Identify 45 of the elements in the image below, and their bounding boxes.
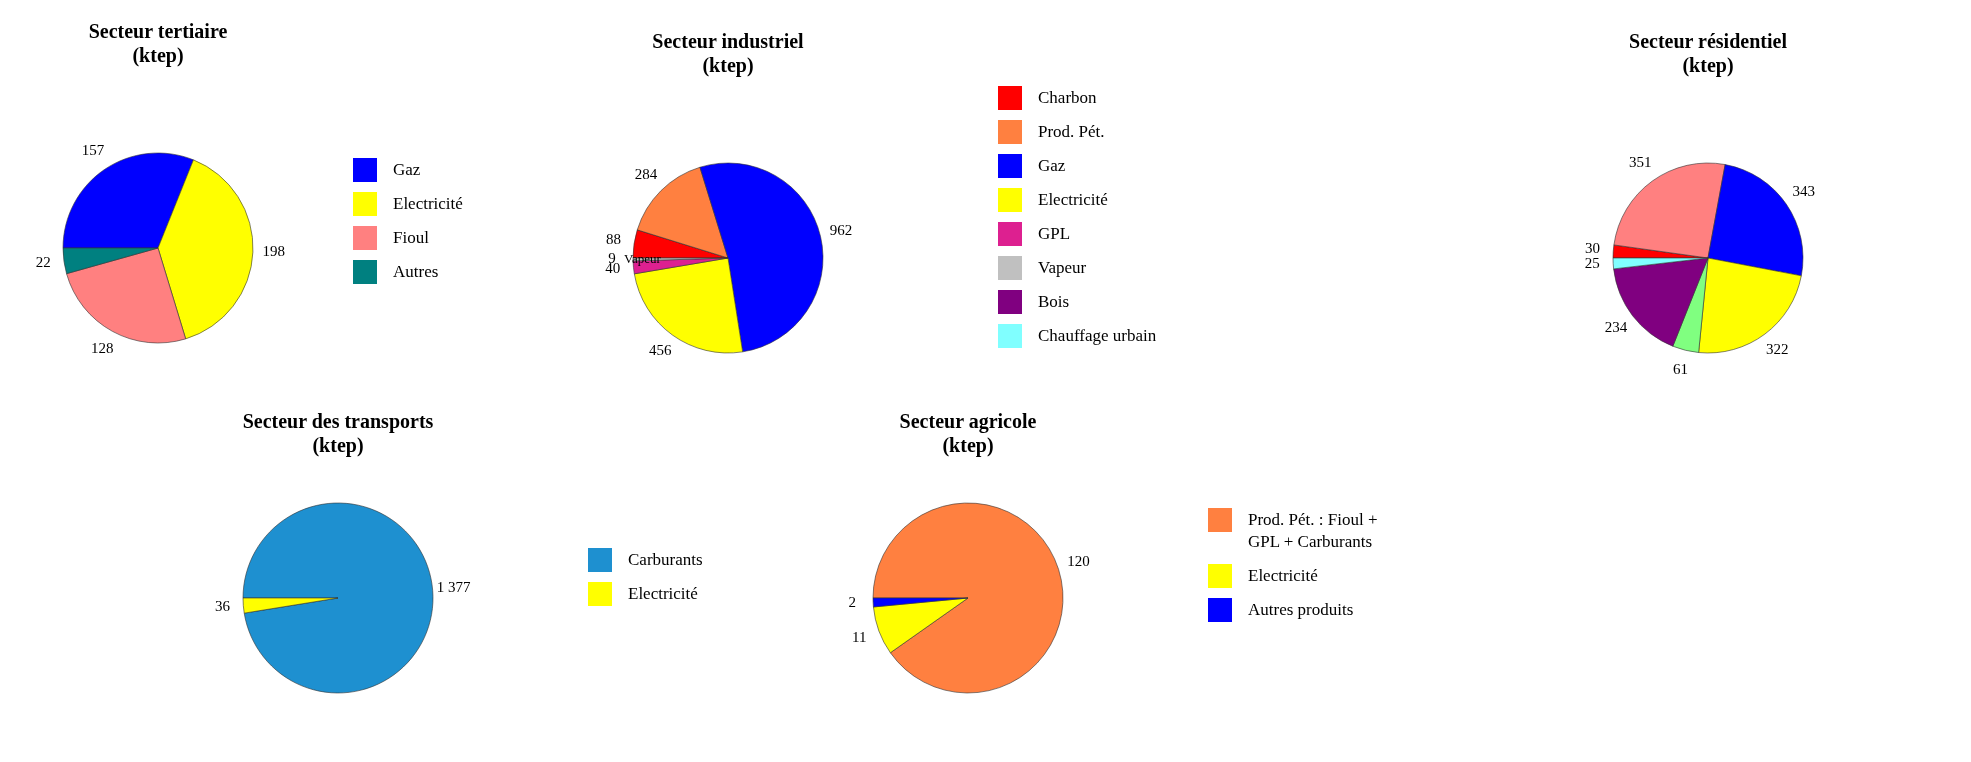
text: Vapeur bbox=[624, 250, 661, 266]
data-label: 962 bbox=[829, 222, 853, 239]
data-label: 30 bbox=[1584, 240, 1600, 257]
data-label: 61 bbox=[1673, 361, 1689, 378]
data-label: 351 bbox=[1628, 154, 1652, 171]
chart-title: Secteur des transports (ktep) bbox=[242, 410, 434, 457]
legend-label: Autres bbox=[393, 262, 439, 281]
legend-label: Autres produits bbox=[1248, 600, 1354, 619]
data-label: 25 bbox=[1584, 255, 1600, 272]
pie-slice bbox=[872, 502, 1064, 694]
chart-title: Secteur agricole (ktep) bbox=[899, 410, 1037, 457]
chart-title: Secteur tertiaire (ktep) bbox=[88, 20, 228, 67]
data-label: 128 bbox=[91, 340, 114, 357]
legend-label: Gaz bbox=[1038, 156, 1066, 175]
legend-label: Fioul bbox=[393, 228, 430, 247]
data-label: 11 bbox=[852, 628, 867, 645]
legend-label: Electricité bbox=[1248, 566, 1318, 585]
legend-label: Carburants bbox=[628, 550, 703, 569]
legend-label: Electricité bbox=[628, 584, 698, 603]
legend-label: Electricité bbox=[1038, 190, 1108, 209]
legend-label: GPL bbox=[1038, 224, 1071, 243]
legend-label: Vapeur bbox=[1038, 258, 1087, 277]
data-label: 2 bbox=[848, 593, 856, 610]
legend-label: Bois bbox=[1038, 292, 1070, 311]
data-label: 1 377 bbox=[436, 579, 471, 596]
chart-title: Secteur industriel (ktep) bbox=[652, 30, 805, 77]
legend-label: Prod. Pét. : Fioul + GPL + Carburants bbox=[1248, 510, 1378, 551]
data-label: 456 bbox=[648, 342, 672, 359]
data-label: 36 bbox=[214, 597, 231, 614]
legend-label: Prod. Pét. bbox=[1038, 122, 1105, 141]
data-label: 22 bbox=[35, 254, 51, 271]
data-label: 322 bbox=[1766, 341, 1789, 358]
data-label: 88 bbox=[605, 231, 621, 248]
legend-label: Gaz bbox=[393, 160, 421, 179]
data-label: 234 bbox=[1604, 318, 1628, 335]
data-label: 120 bbox=[1067, 553, 1090, 570]
data-label: 343 bbox=[1792, 182, 1815, 199]
legend-label: Charbon bbox=[1038, 88, 1098, 107]
chart-title: Secteur résidentiel (ktep) bbox=[1629, 30, 1788, 77]
legend-label: Chauffage urbain bbox=[1038, 326, 1157, 345]
data-label: 157 bbox=[81, 142, 105, 159]
legend-label: Electricité bbox=[393, 194, 463, 213]
data-label: 284 bbox=[634, 166, 658, 183]
data-label: 198 bbox=[262, 243, 286, 260]
pie-slice bbox=[242, 502, 434, 694]
